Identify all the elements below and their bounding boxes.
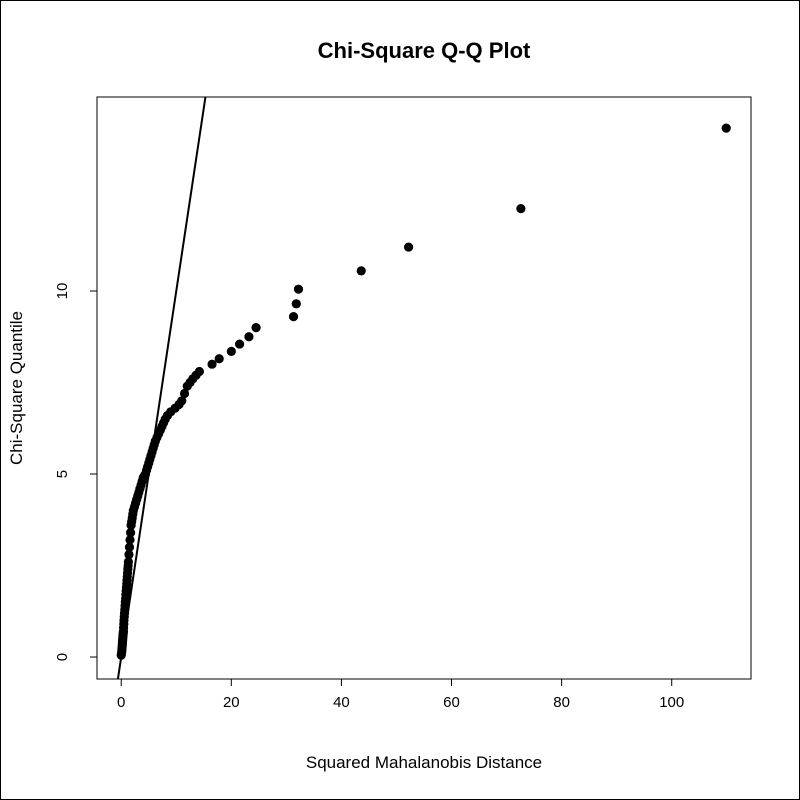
data-point — [207, 359, 217, 369]
data-point — [516, 204, 526, 214]
data-point — [721, 123, 731, 133]
data-point — [124, 542, 135, 552]
reference-line-group — [116, 97, 207, 679]
reference-line — [116, 97, 207, 679]
data-point — [234, 339, 245, 349]
data-point — [403, 242, 414, 252]
data-point — [125, 535, 135, 545]
x-tick-label: 60 — [443, 694, 460, 711]
data-point — [123, 557, 133, 567]
plot-box — [96, 96, 752, 680]
data-point — [291, 299, 301, 309]
data-points — [116, 123, 731, 660]
data-point — [356, 266, 366, 276]
data-point — [124, 549, 134, 560]
x-axis: 0 20 40 60 80 100 — [117, 678, 684, 711]
data-point — [214, 354, 224, 364]
data-point — [179, 388, 190, 399]
x-tick-label: 40 — [333, 694, 350, 711]
y-tick-label: 10 — [54, 283, 71, 300]
chart-title: Chi-Square Q-Q Plot — [318, 38, 531, 63]
data-point — [288, 312, 299, 322]
y-axis: 0 5 10 — [54, 283, 98, 661]
x-tick-label: 80 — [553, 694, 570, 711]
data-point — [251, 323, 261, 333]
data-point — [194, 366, 204, 377]
data-point — [244, 332, 254, 342]
data-point — [177, 396, 187, 406]
y-tick-label: 5 — [54, 470, 71, 478]
x-tick-label: 20 — [223, 694, 240, 711]
x-axis-label: Squared Mahalanobis Distance — [306, 753, 542, 772]
y-tick-label: 0 — [54, 653, 71, 661]
x-tick-label: 100 — [659, 694, 684, 711]
data-point — [125, 527, 136, 538]
data-point — [226, 346, 236, 356]
data-point — [293, 284, 304, 294]
y-axis-label: Chi-Square Quantile — [7, 311, 26, 465]
x-tick-label: 0 — [117, 694, 125, 711]
